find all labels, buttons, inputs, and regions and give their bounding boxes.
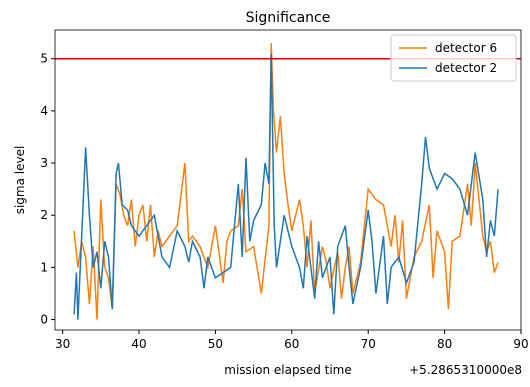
y-tick-label: 5 xyxy=(40,52,48,66)
legend-label: detector 2 xyxy=(435,61,497,75)
x-tick-label: 30 xyxy=(55,337,70,351)
data-line xyxy=(73,53,499,320)
legend-box xyxy=(390,34,517,82)
y-tick-label: 2 xyxy=(40,208,48,222)
x-tick-label: 70 xyxy=(361,337,376,351)
plot-frame xyxy=(54,29,522,331)
x-offset-label: +5.2865310000e8 xyxy=(409,363,522,377)
x-tick-label: 50 xyxy=(208,337,223,351)
chart-title: Significance xyxy=(246,10,331,26)
x-tick-label: 80 xyxy=(437,337,452,351)
x-tick-label: 60 xyxy=(284,337,299,351)
legend-label: detector 6 xyxy=(435,41,497,55)
y-tick-label: 0 xyxy=(40,313,48,327)
x-tick-label: 40 xyxy=(131,337,146,351)
x-axis-label: mission elapsed time xyxy=(224,363,352,377)
y-axis-label: sigma level xyxy=(13,146,27,215)
data-line xyxy=(73,42,499,320)
y-tick-label: 4 xyxy=(40,104,48,118)
x-tick-label: 90 xyxy=(513,337,528,351)
y-tick-label: 3 xyxy=(40,156,48,170)
y-tick-label: 1 xyxy=(40,260,48,274)
